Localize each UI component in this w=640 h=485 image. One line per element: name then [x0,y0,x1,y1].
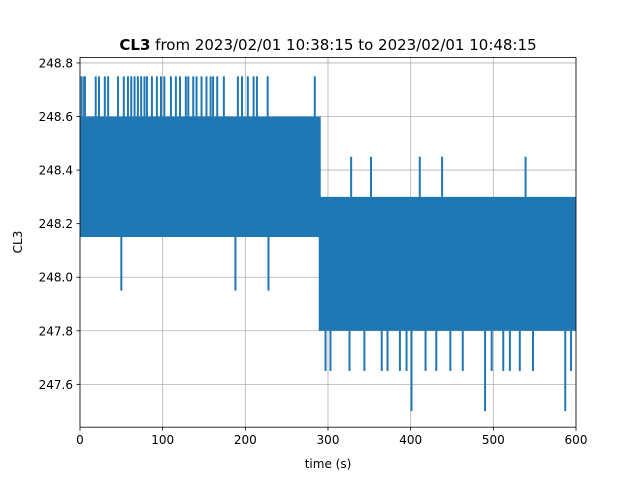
x-axis-label: time (s) [305,457,352,471]
x-tick-label: 400 [399,433,422,447]
x-axis: 0 100 200 300 400 500 600 [76,427,587,447]
x-tick-label: 0 [76,433,84,447]
signal-band [319,196,576,331]
y-tick-label: 248.2 [39,217,73,231]
chart-title-rest: from 2023/02/01 10:38:15 to 2023/02/01 1… [150,36,536,54]
signal-band [80,116,320,238]
y-tick-label: 247.6 [39,378,73,392]
x-tick-label: 300 [317,433,340,447]
y-tick-label: 248.0 [39,271,73,285]
x-tick-label: 500 [482,433,505,447]
chart-title: CL3 from 2023/02/01 10:38:15 to 2023/02/… [119,36,536,54]
y-tick-label: 248.8 [39,56,73,70]
x-tick-label: 100 [151,433,174,447]
chart-title-bold: CL3 [119,36,150,54]
y-tick-label: 248.6 [39,110,73,124]
y-axis: 247.6 247.8 248.0 248.2 248.4 248.6 248.8 [39,56,80,392]
x-tick-label: 200 [234,433,257,447]
y-axis-label: CL3 [11,231,25,254]
y-tick-label: 248.4 [39,164,73,178]
y-tick-label: 247.8 [39,324,73,338]
x-tick-label: 600 [565,433,588,447]
plot-area [80,76,576,412]
